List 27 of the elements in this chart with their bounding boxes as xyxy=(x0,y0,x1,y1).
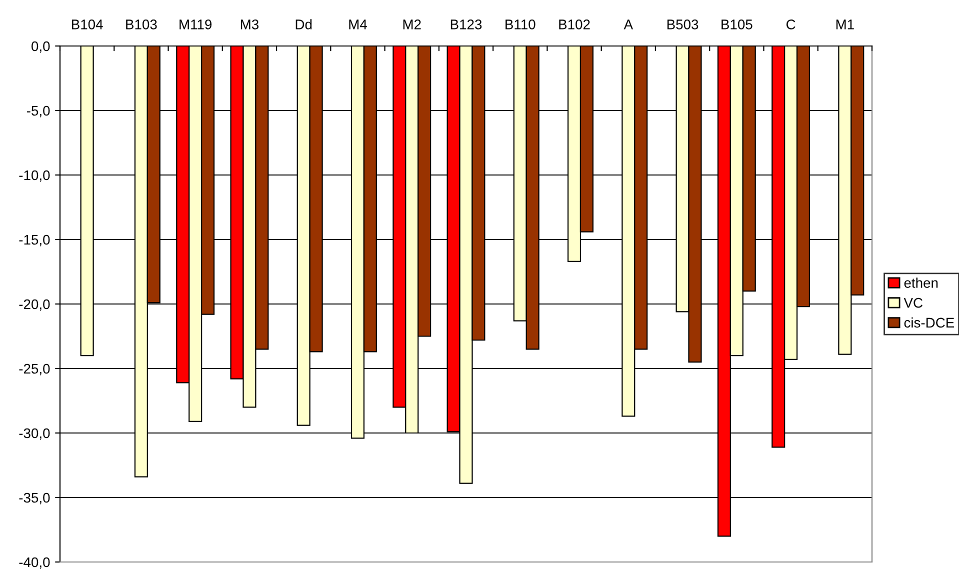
x-tick-label: M2 xyxy=(403,20,421,30)
x-tick-label: M119 xyxy=(180,20,212,30)
x-tick-label: M4 xyxy=(349,20,367,30)
x-tick-label: B102 xyxy=(559,20,590,30)
x-tick-label: M1 xyxy=(836,20,854,30)
y-tick-label: -25,0 xyxy=(19,364,50,376)
y-tick-label: -10,0 xyxy=(19,170,50,182)
legend-label: cis-DCE xyxy=(904,317,954,328)
y-tick-label: -20,0 xyxy=(19,299,50,311)
y-tick-label: -30,0 xyxy=(19,428,50,440)
x-tick-label: B105 xyxy=(722,20,752,30)
y-tick-label: -15,0 xyxy=(19,234,50,246)
x-tick-label: B110 xyxy=(506,20,536,30)
x-tick-label: B503 xyxy=(667,20,698,30)
legend-label: ethen xyxy=(904,278,938,288)
x-tick-label: M3 xyxy=(240,20,259,30)
x-tick-label: C xyxy=(786,20,796,30)
legend-label: VC xyxy=(904,298,922,308)
y-tick-label: -5,0 xyxy=(26,106,50,118)
x-tick-label: B123 xyxy=(450,20,482,30)
x-tick-label: B103 xyxy=(126,20,157,30)
x-tick-label: A xyxy=(624,20,634,30)
y-tick-label: -40,0 xyxy=(19,557,50,569)
y-tick-label: -35,0 xyxy=(19,492,50,504)
y-tick-label: 0,0 xyxy=(32,41,50,53)
x-tick-label: B104 xyxy=(72,20,103,30)
x-tick-label: Dd xyxy=(296,19,312,30)
